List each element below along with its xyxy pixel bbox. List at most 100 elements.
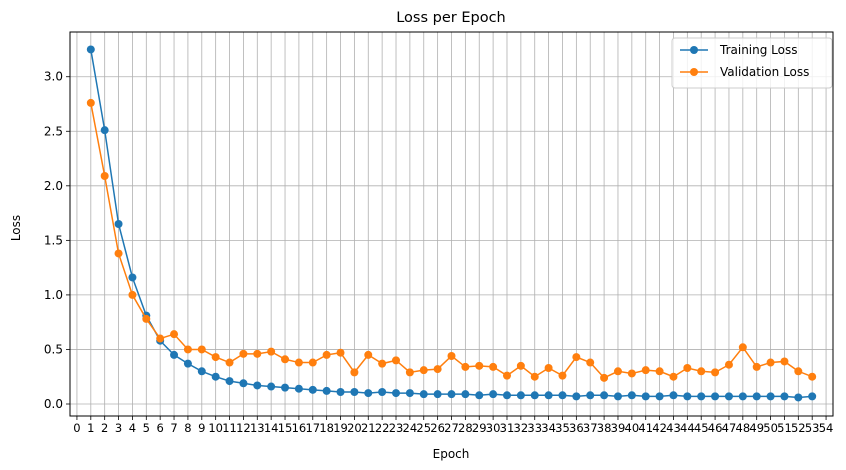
validation-loss-point <box>405 368 414 377</box>
y-tick-label: 3.0 <box>44 70 63 84</box>
x-tick-label: 41 <box>638 421 653 435</box>
x-tick-label: 14 <box>264 421 279 435</box>
training-loss-point <box>544 391 553 400</box>
x-tick-label: 34 <box>541 421 556 435</box>
training-loss-point <box>364 389 373 398</box>
x-tick-label: 1 <box>87 421 94 435</box>
legend-box <box>671 37 833 89</box>
series-validation-loss <box>86 98 817 382</box>
legend-validation-marker <box>690 68 698 76</box>
validation-loss-point <box>447 352 456 360</box>
x-tick-label: 52 <box>791 421 806 435</box>
validation-loss-point <box>586 358 595 367</box>
x-tick-label: 32 <box>514 421 529 435</box>
x-tick-label: 13 <box>250 421 265 435</box>
validation-loss-point <box>724 360 733 369</box>
x-tick-label: 16 <box>292 421 307 435</box>
x-tick-label: 22 <box>375 421 390 435</box>
x-tick-label: 33 <box>527 421 542 435</box>
training-loss-point <box>128 273 137 282</box>
validation-loss-point <box>600 373 609 382</box>
training-loss-point <box>183 359 192 368</box>
training-loss-point <box>281 383 290 392</box>
validation-loss-point <box>350 368 359 377</box>
training-loss-point <box>697 392 706 401</box>
legend-training-marker <box>690 46 698 54</box>
training-loss-point <box>419 390 428 399</box>
training-loss-point <box>752 392 761 401</box>
training-loss-point <box>170 350 179 359</box>
legend: Training Loss Validation Loss <box>671 37 833 89</box>
validation-loss-point <box>669 372 678 381</box>
training-loss-point <box>114 220 123 228</box>
validation-loss-point <box>516 361 525 370</box>
y-tick-label: 2.5 <box>44 124 63 138</box>
validation-loss-point <box>225 358 234 367</box>
x-tick-label: 4 <box>129 421 136 435</box>
validation-loss-point <box>156 334 165 343</box>
training-loss-point <box>475 391 484 400</box>
validation-loss-point <box>114 249 123 258</box>
validation-loss-point <box>267 347 276 356</box>
y-tick-label: 1.5 <box>44 233 63 247</box>
training-loss-point <box>572 392 581 401</box>
validation-loss-point <box>683 364 692 372</box>
y-tick-label: 0.0 <box>44 397 63 411</box>
x-tick-label: 0 <box>73 421 80 435</box>
training-loss-point <box>253 381 262 390</box>
training-loss-point <box>558 391 567 400</box>
x-tick-label: 10 <box>208 421 223 435</box>
validation-loss-point <box>475 361 484 370</box>
x-tick-label: 38 <box>597 421 612 435</box>
training-loss-point <box>530 391 539 400</box>
x-tick-label: 20 <box>347 421 362 435</box>
training-loss-point <box>613 392 622 401</box>
x-tick-label: 53 <box>805 421 820 435</box>
training-loss-point <box>641 392 650 401</box>
validation-loss-point <box>183 345 192 354</box>
x-axis: 0 1 2 3 4 5 6 7 8 9 10 11 12 13 14 15 16 17 18 19 20 21 22 23 24… <box>73 416 833 435</box>
training-loss-point <box>239 379 248 388</box>
training-loss-point <box>267 382 276 391</box>
x-tick-label: 27 <box>444 421 459 435</box>
training-loss-point <box>627 391 636 400</box>
x-tick-label: 48 <box>736 421 751 435</box>
validation-loss-point <box>572 353 581 362</box>
x-tick-label: 43 <box>666 421 681 435</box>
validation-loss-point <box>281 355 290 364</box>
validation-loss-point <box>197 345 206 354</box>
x-tick-label: 36 <box>569 421 584 435</box>
training-loss-point <box>350 388 359 396</box>
validation-loss-point <box>100 172 109 180</box>
training-loss-point <box>461 390 470 399</box>
x-tick-label: 11 <box>222 421 237 435</box>
training-loss-point <box>322 386 331 395</box>
validation-loss-point <box>336 348 345 357</box>
x-tick-label: 23 <box>389 421 404 435</box>
validation-loss-point <box>711 368 720 377</box>
training-loss-point <box>502 391 511 400</box>
validation-loss-point <box>170 330 179 339</box>
x-tick-label: 25 <box>416 421 431 435</box>
training-loss-point <box>211 372 220 381</box>
x-tick-label: 42 <box>652 421 667 435</box>
y-axis: 0.0 0.5 1.0 1.5 2.0 2.5 3.0 <box>44 70 70 411</box>
training-loss-point <box>516 391 525 400</box>
x-axis-label: Epoch <box>433 447 470 461</box>
x-tick-label: 9 <box>198 421 205 435</box>
x-tick-label: 47 <box>722 421 737 435</box>
x-tick-label: 3 <box>115 421 122 435</box>
training-loss-point <box>489 390 498 399</box>
training-loss-point <box>294 384 303 393</box>
validation-loss-point <box>738 343 747 352</box>
validation-loss-point <box>752 362 761 371</box>
training-loss-point <box>766 392 775 401</box>
y-tick-label: 2.0 <box>44 179 63 193</box>
x-tick-label: 18 <box>319 421 334 435</box>
training-loss-point <box>433 390 442 399</box>
training-loss-point <box>738 392 747 401</box>
training-loss-point <box>600 391 609 400</box>
validation-loss-point <box>308 358 317 367</box>
legend-validation-label: Validation Loss <box>720 65 809 79</box>
